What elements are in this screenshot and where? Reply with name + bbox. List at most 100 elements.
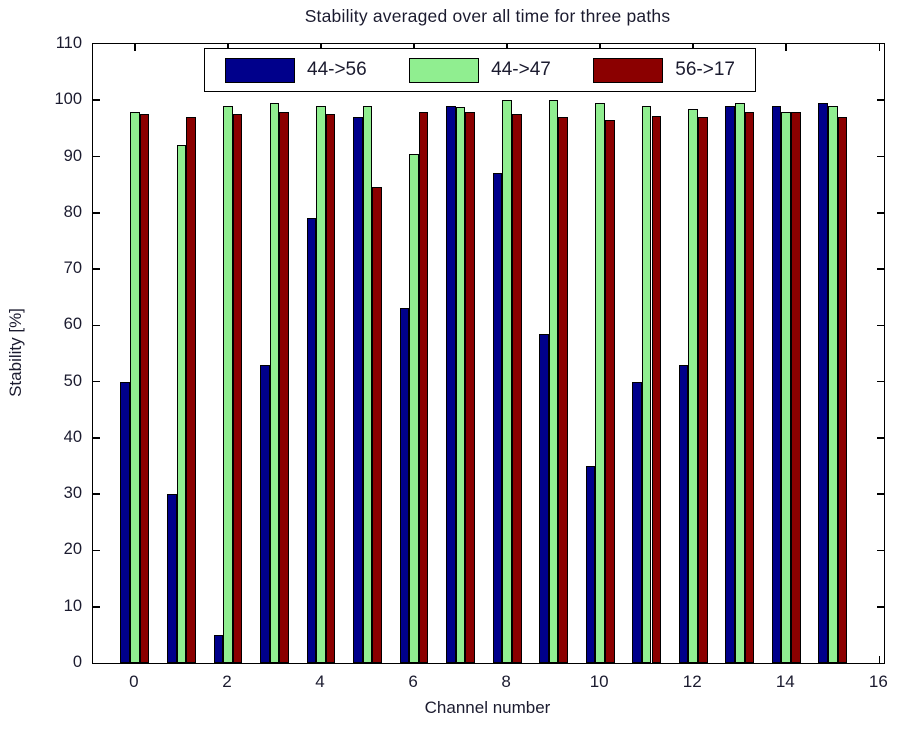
legend-entry: 44->56 <box>225 57 367 83</box>
legend-label: 44->56 <box>307 59 367 80</box>
y-tick-label: 90 <box>63 146 82 165</box>
y-tick-label: 60 <box>63 315 82 334</box>
y-tick-mark <box>93 549 100 552</box>
bar-ch8-series2 <box>511 114 522 663</box>
x-tick-mark <box>878 656 881 663</box>
y-tick-mark <box>877 493 884 495</box>
x-tick-label: 0 <box>129 672 139 691</box>
bar-ch9-series2 <box>558 117 569 663</box>
bar-ch4-series2 <box>325 114 336 663</box>
y-tick-mark <box>877 380 884 383</box>
bar-ch8-series0 <box>492 173 503 663</box>
y-axis-label: Stability [%] <box>6 308 25 397</box>
legend-swatch-series1 <box>409 57 480 83</box>
bar-ch0-series0 <box>120 381 131 663</box>
bar-ch7-series0 <box>446 105 456 663</box>
y-tick-mark <box>93 493 100 495</box>
bar-ch15-series2 <box>837 117 848 663</box>
bar-ch4-series1 <box>316 105 326 663</box>
x-tick-label: 16 <box>868 672 888 691</box>
bar-ch2-series2 <box>232 114 243 663</box>
plot-area <box>92 43 885 664</box>
x-tick-label: 14 <box>775 672 795 691</box>
x-tick-mark <box>320 44 322 51</box>
bar-ch2-series0 <box>213 634 224 663</box>
legend-swatch-series0 <box>225 57 295 83</box>
y-tick-mark <box>93 437 100 439</box>
x-tick-label: 12 <box>682 672 702 691</box>
bar-ch3-series1 <box>269 103 280 663</box>
x-tick-label: 2 <box>222 672 232 691</box>
bar-ch3-series0 <box>260 364 270 663</box>
bar-ch9-series0 <box>539 333 549 663</box>
x-tick-mark <box>599 44 601 51</box>
bar-ch12-series0 <box>678 364 689 663</box>
y-tick-mark <box>877 212 884 214</box>
x-tick-label: 10 <box>589 672 609 691</box>
x-tick-label: 6 <box>408 672 418 691</box>
bar-ch13-series2 <box>744 111 755 663</box>
bar-ch1-series0 <box>167 494 177 663</box>
bar-ch7-series2 <box>465 111 475 663</box>
x-tick-mark <box>134 44 136 51</box>
bar-ch15-series1 <box>828 105 838 663</box>
bar-ch1-series2 <box>186 117 196 663</box>
bar-ch14-series0 <box>771 105 782 663</box>
x-tick-mark <box>413 44 415 51</box>
bar-ch4-series0 <box>306 218 317 663</box>
bar-ch1-series1 <box>176 145 187 663</box>
chart-title: Stability averaged over all time for thr… <box>304 6 671 26</box>
legend-entry: 44->47 <box>409 57 551 83</box>
bar-ch10-series0 <box>585 466 596 663</box>
x-tick-mark <box>878 44 881 51</box>
y-tick-label: 40 <box>63 427 82 446</box>
y-tick-mark <box>93 380 100 383</box>
bar-ch12-series2 <box>698 117 708 663</box>
bar-ch14-series2 <box>791 111 801 663</box>
bar-ch11-series1 <box>641 105 652 663</box>
bar-ch9-series1 <box>548 100 559 663</box>
bar-ch11-series0 <box>632 381 642 663</box>
bar-ch0-series1 <box>130 111 140 663</box>
y-tick-mark <box>93 155 100 158</box>
bar-ch8-series1 <box>502 100 512 663</box>
x-tick-mark <box>506 44 508 51</box>
bar-ch5-series2 <box>372 187 382 663</box>
y-tick-mark <box>877 437 884 439</box>
x-axis-label: Channel number <box>424 698 551 717</box>
y-tick-label: 50 <box>63 371 82 390</box>
bar-ch14-series1 <box>781 111 792 663</box>
bar-ch2-series1 <box>223 105 233 663</box>
bar-ch10-series2 <box>604 119 615 663</box>
legend: 44->56 44->47 56->17 <box>204 48 756 92</box>
legend-label: 56->17 <box>675 59 735 80</box>
y-tick-label: 0 <box>72 653 82 671</box>
legend-label: 44->47 <box>491 59 551 80</box>
bar-ch15-series0 <box>818 103 828 663</box>
y-tick-mark <box>877 155 884 158</box>
bar-ch13-series1 <box>734 103 745 663</box>
y-tick-mark <box>877 324 884 327</box>
y-tick-label: 10 <box>63 596 82 615</box>
bar-ch3-series2 <box>279 111 289 663</box>
y-tick-label: 100 <box>54 90 82 109</box>
y-tick-mark <box>877 268 884 270</box>
bar-ch13-series0 <box>725 105 735 663</box>
y-tick-mark <box>93 99 100 102</box>
legend-entry: 56->17 <box>593 57 735 83</box>
bar-ch0-series2 <box>139 114 150 663</box>
bar-ch7-series1 <box>455 107 466 663</box>
y-tick-mark <box>877 549 884 552</box>
bar-ch11-series2 <box>651 116 662 663</box>
x-tick-mark <box>692 44 695 51</box>
bar-ch10-series1 <box>595 103 605 663</box>
y-tick-label: 30 <box>63 484 82 503</box>
y-tick-label: 20 <box>63 540 82 559</box>
y-tick-label: 80 <box>63 202 82 221</box>
bar-ch12-series1 <box>688 108 699 663</box>
y-tick-mark <box>93 212 100 214</box>
x-tick-mark <box>785 44 788 51</box>
x-tick-label: 8 <box>501 672 511 691</box>
y-tick-mark <box>877 99 884 102</box>
